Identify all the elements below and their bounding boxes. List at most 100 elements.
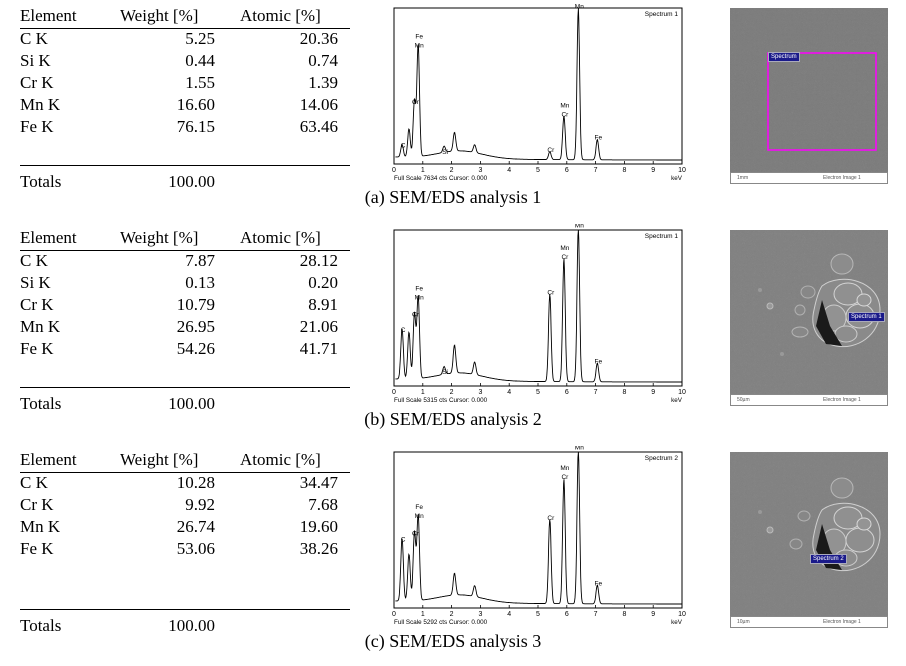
peak-label: Fe — [595, 135, 603, 142]
cell-atomic: 0.20 — [308, 273, 338, 292]
cell-weight: 5.25 — [185, 29, 215, 48]
totals-row: Totals 100.00 — [20, 394, 350, 416]
eds-panel-b: Element Weight [%] Atomic [%] C K 7.87 28.… — [0, 214, 906, 442]
x-tick-label: 3 — [478, 167, 482, 174]
sem-texture — [730, 452, 888, 616]
header-element: Element — [20, 6, 77, 25]
peak-label: Mn — [560, 102, 569, 109]
x-tick-label: 8 — [622, 389, 626, 396]
table-row: Mn K 26.74 19.60 — [20, 517, 350, 539]
spectrum-title: Spectrum 2 — [645, 455, 679, 462]
cell-element: Si K — [20, 51, 51, 70]
cell-atomic: 7.68 — [308, 495, 338, 514]
x-tick-label: 1 — [421, 611, 425, 618]
peak-label: Fe — [415, 34, 423, 41]
table-row: Cr K 1.55 1.39 — [20, 73, 350, 95]
panel-caption: (c) SEM/EDS analysis 3 — [364, 631, 542, 651]
x-tick-label: 4 — [507, 611, 511, 618]
x-tick-label: 7 — [594, 389, 598, 396]
cell-atomic: 8.91 — [308, 295, 338, 314]
spectrum-tag: Spectrum — [768, 52, 800, 62]
cell-atomic: 41.71 — [299, 339, 338, 358]
cell-element: C K — [20, 29, 48, 48]
table-header: Element Weight [%] Atomic [%] — [20, 450, 350, 473]
peak-label: Fe — [415, 504, 423, 511]
x-tick-label: 9 — [651, 389, 655, 396]
eds-spectrum: CCrFeMnSiCrMnCrFeMnFe012345678910Spectru… — [378, 214, 688, 410]
peak-label: Cr — [561, 474, 569, 481]
peak-label: C — [401, 327, 406, 334]
x-tick-label: 0 — [392, 167, 396, 174]
table-row: Mn K 26.95 21.06 — [20, 317, 350, 339]
spectrum-svg: CCrFeMnCrMnCrFeMnFe012345678910Spectrum … — [392, 436, 686, 626]
cell-weight: 7.87 — [185, 251, 215, 270]
x-tick-label: 1 — [421, 167, 425, 174]
cell-atomic: 21.06 — [299, 317, 338, 336]
totals-row: Totals 100.00 — [20, 616, 350, 638]
cell-weight: 26.95 — [176, 317, 215, 336]
peak-label: Cr — [412, 311, 420, 318]
x-axis-unit: keV — [671, 175, 683, 182]
table-row: Cr K 10.79 8.91 — [20, 295, 350, 317]
x-tick-label: 7 — [594, 611, 598, 618]
cell-weight: 0.13 — [185, 273, 215, 292]
sem-micrograph: Spectrum 2 — [730, 452, 888, 616]
peak-label: Mn — [575, 224, 584, 230]
x-tick-label: 10 — [678, 611, 686, 618]
table-row: Si K 0.44 0.74 — [20, 51, 350, 73]
peak-label: C — [401, 537, 406, 544]
table-row: Si K 0.13 0.20 — [20, 273, 350, 295]
cell-element: Mn K — [20, 95, 61, 114]
cell-weight: 10.28 — [176, 473, 215, 492]
sem-databar: 10µm Electron Image 1 — [730, 616, 888, 628]
inclusion-cluster — [758, 253, 881, 356]
spectrum-trace — [395, 229, 682, 383]
x-tick-label: 0 — [392, 611, 396, 618]
x-tick-label: 5 — [536, 389, 540, 396]
peak-label: Mn — [560, 245, 569, 252]
spectrum-title: Spectrum 1 — [645, 233, 679, 240]
x-axis-unit: keV — [671, 397, 683, 404]
eds-spectrum: CCrFeMnCrMnCrFeMnFe012345678910Spectrum … — [378, 436, 688, 632]
cell-weight: 76.15 — [176, 117, 215, 136]
cell-atomic: 38.26 — [299, 539, 338, 558]
totals-divider — [20, 165, 350, 166]
eds-panel-a: Element Weight [%] Atomic [%] C K 5.25 20.… — [0, 0, 906, 220]
cell-element: Cr K — [20, 73, 54, 92]
x-tick-label: 3 — [478, 611, 482, 618]
spectrum-svg: CCrFeMnSiCrMnCrFeMnFe012345678910Spectru… — [392, 214, 686, 404]
cell-weight: 9.92 — [185, 495, 215, 514]
peak-label: C — [401, 143, 406, 150]
peak-label: Mn — [575, 4, 584, 11]
spectrum-footer: Full Scale 5315 cts Cursor: 0.000 — [394, 397, 488, 404]
spectrum-frame — [393, 451, 683, 609]
table-row: C K 5.25 20.36 — [20, 29, 350, 51]
cell-atomic: 34.47 — [299, 473, 338, 492]
totals-value: 100.00 — [168, 616, 215, 635]
peak-label: Mn — [560, 465, 569, 472]
x-tick-label: 2 — [450, 611, 454, 618]
x-tick-label: 2 — [450, 167, 454, 174]
peak-label: Cr — [547, 515, 555, 522]
eds-panel-c: Element Weight [%] Atomic [%] C K 10.28 34… — [0, 436, 906, 664]
header-weight: Weight [%] — [120, 6, 199, 25]
sem-databar: 1mm Electron Image 1 — [730, 172, 888, 184]
cell-atomic: 1.39 — [308, 73, 338, 92]
table-row: C K 10.28 34.47 — [20, 473, 350, 495]
sem-image: Spectrum 2 10µm Electron Image 1 — [730, 452, 888, 628]
sem-micrograph: Spectrum 1 — [730, 230, 888, 394]
spectrum-tag: Spectrum 2 — [810, 554, 847, 564]
totals-value: 100.00 — [168, 394, 215, 413]
peak-label: Fe — [415, 285, 423, 292]
x-tick-label: 3 — [478, 389, 482, 396]
composition-table: Element Weight [%] Atomic [%] C K 10.28 34… — [20, 450, 350, 635]
cell-element: C K — [20, 251, 48, 270]
spectrum-trace — [395, 451, 682, 605]
composition-table: Element Weight [%] Atomic [%] C K 5.25 20.… — [20, 6, 350, 191]
cell-weight: 10.79 — [176, 295, 215, 314]
cell-atomic: 28.12 — [299, 251, 338, 270]
peak-label: Cr — [561, 254, 569, 261]
cell-weight: 16.60 — [176, 95, 215, 114]
x-tick-label: 9 — [651, 167, 655, 174]
composition-table: Element Weight [%] Atomic [%] C K 7.87 28.… — [20, 228, 350, 413]
